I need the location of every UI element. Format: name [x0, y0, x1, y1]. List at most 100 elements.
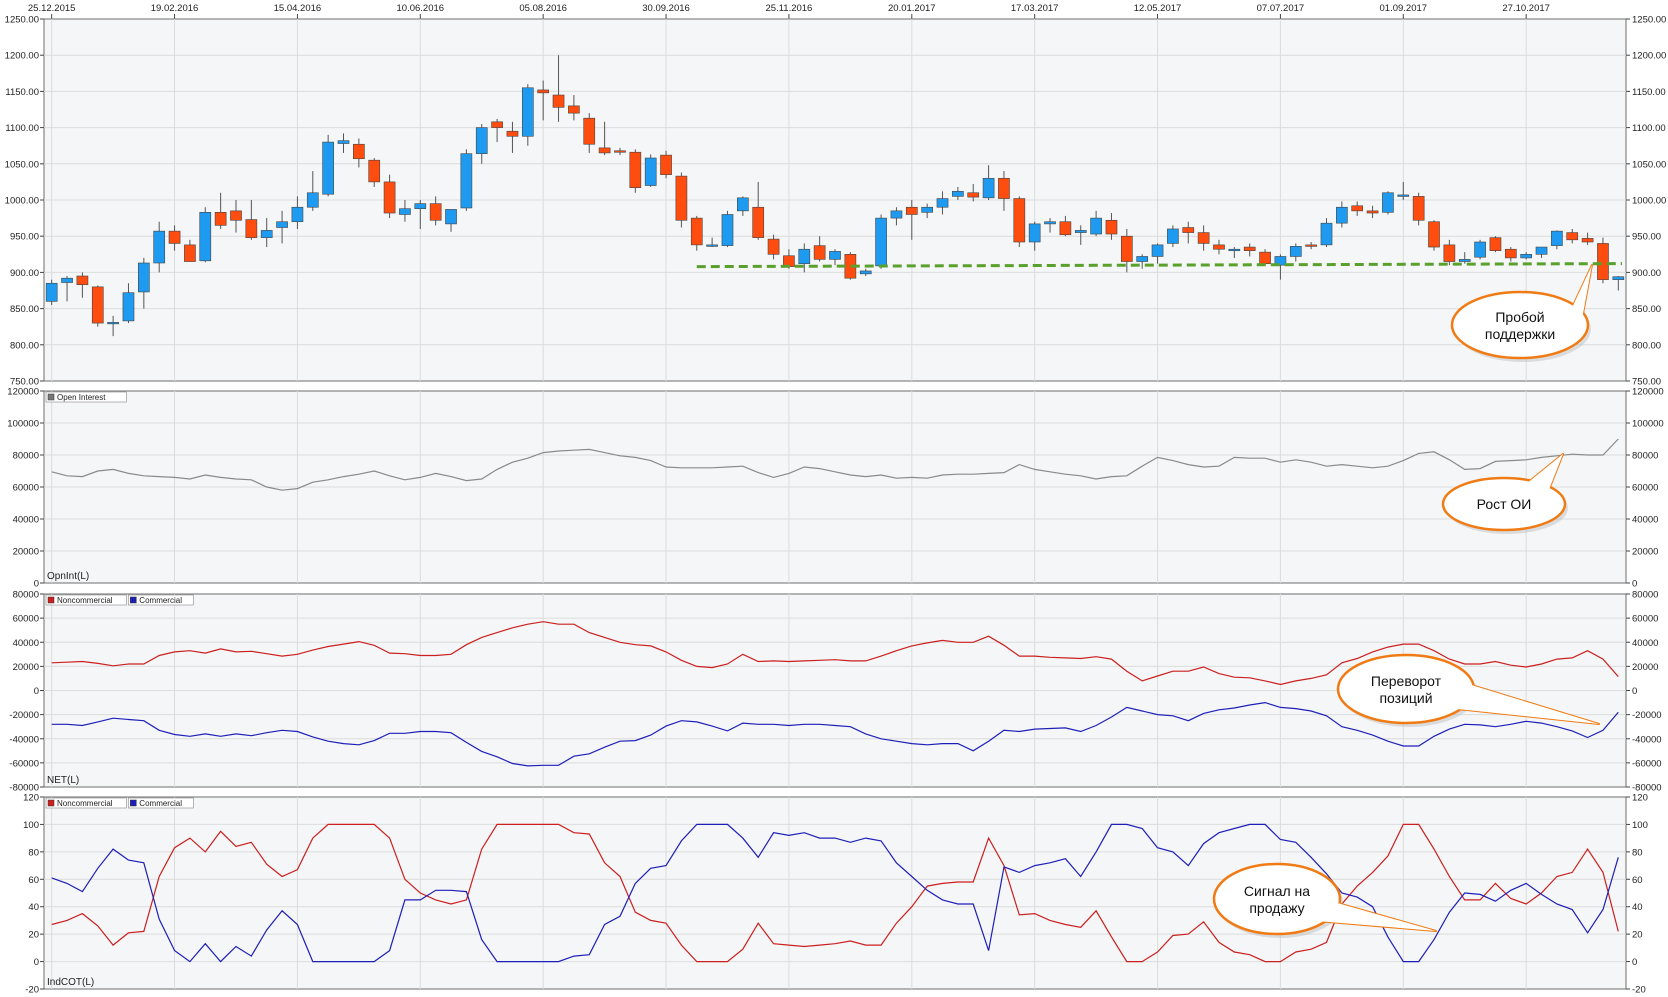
y-tick-label-left: 1100.00: [5, 123, 39, 134]
x-tick-label: 20.01.2017: [888, 3, 936, 14]
y-tick-label-left: 800.00: [10, 340, 39, 351]
top-axis-band: [0, 0, 1668, 19]
y-tick-label-left: 40000: [13, 638, 39, 649]
candle-down: [583, 117, 596, 145]
y-tick-label-left: 80000: [13, 590, 39, 601]
legend-swatch: [47, 799, 55, 807]
y-tick-label-right: -20000: [1632, 710, 1662, 721]
candle-up: [1151, 244, 1164, 257]
candle-up: [1074, 230, 1087, 233]
x-tick-label: 07.07.2017: [1257, 3, 1305, 14]
candle-down: [675, 175, 688, 221]
candle-up: [706, 244, 718, 247]
y-tick-label-left: 0: [34, 957, 39, 968]
panel-indcot: -20 -20 0 0 20 20 40 40 60 60 80 80 100 100 120 120 Nonc…: [23, 793, 1648, 996]
y-tick-label-right: 120000: [1632, 387, 1664, 398]
candle-up: [322, 141, 334, 195]
y-tick-label-right: 1000.00: [1632, 196, 1666, 207]
legend-label: Commercial: [139, 799, 182, 808]
panel-frame: [43, 796, 1627, 990]
candle-down: [552, 94, 565, 108]
candle-up: [1535, 246, 1548, 255]
candle-up: [1474, 241, 1486, 258]
series-line-noncommercial: [51, 621, 1619, 686]
candle-up: [737, 197, 749, 212]
y-tick-label-right: 850.00: [1632, 304, 1661, 315]
candle-up: [875, 217, 887, 267]
callout-pointer-fill: [1570, 265, 1592, 330]
candle-up: [1090, 217, 1102, 235]
y-tick-label-right: 80000: [1632, 451, 1658, 462]
x-tick-label: 15.04.2016: [274, 3, 322, 14]
series-line-commercial: [51, 701, 1619, 767]
candle-up: [936, 198, 949, 208]
callout-bubble: [1441, 476, 1567, 532]
candle-down: [1059, 221, 1072, 236]
candle-down: [967, 192, 980, 198]
candle-down: [1489, 237, 1502, 251]
y-tick-label-left: -40000: [9, 734, 39, 745]
y-tick-label-right: 20: [1632, 930, 1643, 941]
candle-up: [1397, 194, 1410, 197]
y-tick-label-left: 750.00: [10, 377, 39, 388]
candle-up: [1551, 230, 1563, 246]
y-tick-label-left: 60: [28, 875, 39, 886]
candle-up: [107, 322, 119, 325]
candle-down: [230, 210, 242, 221]
y-tick-label-right: 1150.00: [1632, 87, 1666, 98]
panel-title: NET(L): [47, 775, 79, 786]
y-tick-label-right: 950.00: [1632, 232, 1661, 243]
candle-up: [1336, 206, 1348, 224]
y-tick-label-right: 0: [1632, 957, 1637, 968]
callout-text: Переворот позиций: [1371, 673, 1442, 706]
candle-down: [368, 159, 381, 183]
legend-label: Noncommercial: [57, 596, 113, 605]
legend-swatch: [47, 393, 55, 401]
panel-price: 750.00 750.00 800.00 800.00 850.00 850.00 900.…: [5, 15, 1667, 388]
candle-up: [798, 248, 811, 265]
candle-down: [1259, 251, 1271, 265]
y-tick-label-right: 20000: [1632, 662, 1658, 673]
y-tick-label-right: -40000: [1632, 734, 1662, 745]
y-tick-label-right: 40: [1632, 902, 1643, 913]
candle-down: [629, 151, 642, 188]
candle-down: [614, 150, 626, 153]
y-tick-label-right: 1250.00: [1632, 15, 1666, 26]
candle-down: [568, 105, 580, 114]
y-tick-label-left: 0: [34, 686, 39, 697]
y-tick-label-right: 1200.00: [1632, 51, 1666, 62]
x-tick-label: 01.09.2017: [1380, 3, 1428, 14]
y-tick-label-left: 20000: [13, 662, 39, 673]
series-line-open-interest: [51, 438, 1619, 491]
candle-down: [1504, 248, 1517, 259]
y-tick-label-left: -80000: [9, 783, 39, 794]
candle-down: [998, 177, 1010, 199]
candle-up: [306, 192, 319, 208]
y-tick-label-left: 120: [23, 793, 39, 804]
candle-down: [1197, 232, 1210, 244]
x-tick-label: 30.09.2016: [642, 3, 690, 14]
series-line-commercial: [51, 823, 1619, 963]
y-tick-label-right: 20000: [1632, 547, 1658, 558]
candle-down: [353, 143, 365, 160]
candle-up: [276, 221, 288, 228]
candle-up: [414, 203, 427, 209]
candle-up: [138, 262, 150, 293]
candle-down: [1243, 246, 1256, 251]
candle-up: [1289, 246, 1302, 257]
y-tick-label-right: 0: [1632, 579, 1637, 590]
legend-label: Noncommercial: [57, 799, 113, 808]
y-tick-label-left: 100000: [7, 419, 39, 430]
y-tick-label-right: 750.00: [1632, 377, 1661, 388]
candle-down: [91, 286, 104, 324]
y-tick-label-right: 100000: [1632, 419, 1664, 430]
candle-down: [1351, 205, 1364, 212]
candle-up: [122, 292, 135, 322]
legend-swatch: [130, 596, 137, 604]
x-tick-label: 25.12.2015: [28, 3, 76, 14]
x-tick-label: 05.08.2016: [519, 3, 567, 14]
candle-up: [1520, 254, 1532, 259]
candle-up: [1167, 228, 1179, 244]
candle-down: [1105, 219, 1118, 235]
y-tick-label-right: -60000: [1632, 758, 1662, 769]
